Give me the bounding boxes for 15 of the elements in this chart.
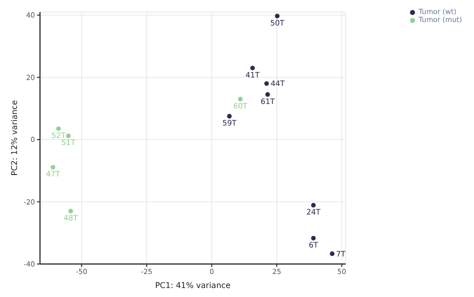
point [238, 96, 243, 102]
point [330, 251, 334, 256]
point [311, 236, 316, 240]
point [68, 208, 73, 214]
point [56, 126, 61, 131]
point [227, 114, 232, 119]
point [66, 134, 71, 138]
point [265, 92, 270, 97]
y-axis-title: PC2: 12% variance [10, 100, 19, 176]
point [250, 66, 255, 70]
point [264, 81, 269, 86]
point [274, 14, 280, 18]
x-axis-title: PC1: 41% variance [155, 281, 231, 290]
point [311, 202, 316, 208]
point [50, 164, 56, 170]
